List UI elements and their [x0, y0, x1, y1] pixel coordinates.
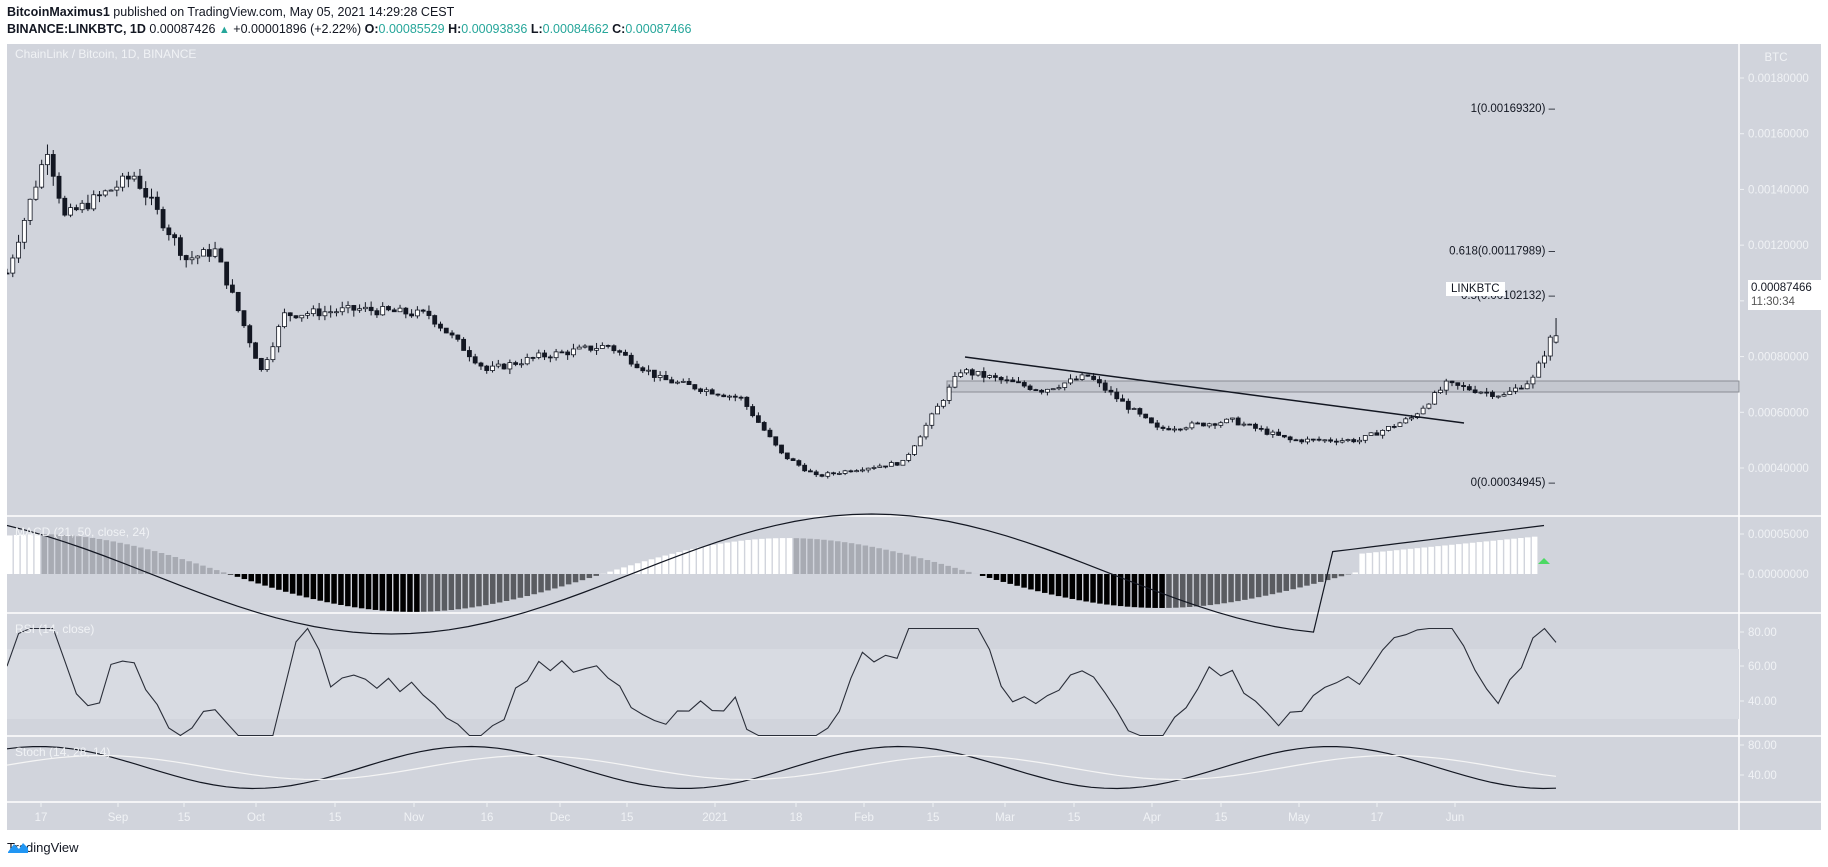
- candlestick-series: [7, 144, 1559, 479]
- svg-text:Nov: Nov: [404, 812, 425, 824]
- chart-canvas[interactable]: ChainLink / Bitcoin, 1D, BINANCE MACD (2…: [7, 44, 1821, 830]
- chart-title: ChainLink / Bitcoin, 1D, BINANCE: [15, 47, 196, 61]
- last-price-value: 0.00087466: [1751, 282, 1812, 294]
- svg-text:2021: 2021: [702, 812, 728, 824]
- svg-text:40.00: 40.00: [1748, 770, 1777, 782]
- author-name: BitcoinMaximus1: [7, 5, 110, 19]
- svg-text:0(0.00034945) –: 0(0.00034945) –: [1471, 477, 1556, 489]
- time-axis[interactable]: 17 Sep 15 Oct 15 Nov 16 Dec 15 2021 18 Feb 15 Mar 15 Ap…: [35, 802, 1465, 824]
- resistance-zone[interactable]: [946, 380, 1740, 393]
- rsi-band: [7, 649, 1739, 719]
- stoch-d-line: [7, 754, 1557, 781]
- svg-text:0.00120000: 0.00120000: [1748, 240, 1809, 252]
- svg-text:May: May: [1288, 812, 1310, 824]
- svg-text:Feb: Feb: [854, 812, 874, 824]
- fib-levels[interactable]: 1(0.00169320) –0.618(0.00117989) –0.5(0.…: [1449, 103, 1556, 489]
- high-label: H:: [448, 22, 462, 36]
- tradingview-logo[interactable]: TradingView: [7, 840, 79, 855]
- descending-trendline[interactable]: [964, 356, 1465, 424]
- last-price-tag: 0.00087466 11:30:34: [1748, 280, 1824, 310]
- stoch-title: Stoch (14, 28, 14): [15, 745, 110, 759]
- svg-text:0.00180000: 0.00180000: [1748, 73, 1809, 85]
- svg-text:17: 17: [1371, 812, 1384, 824]
- symbol-line: BINANCE:LINKBTC, 1D: [7, 22, 146, 36]
- svg-text:Mar: Mar: [995, 812, 1015, 824]
- close-value: 0.00087466: [625, 22, 692, 36]
- svg-text:0.00005000: 0.00005000: [1748, 529, 1809, 541]
- currency-label: BTC: [1765, 52, 1788, 64]
- svg-text:0.00000000: 0.00000000: [1748, 569, 1809, 581]
- ohlc-line: BINANCE:LINKBTC, 1D 0.00087426 ▲ +0.0000…: [7, 22, 691, 36]
- svg-text:0.00160000: 0.00160000: [1748, 129, 1809, 141]
- svg-text:40.00: 40.00: [1748, 696, 1777, 708]
- svg-text:1(0.00169320) –: 1(0.00169320) –: [1471, 103, 1556, 115]
- svg-text:0.00080000: 0.00080000: [1748, 352, 1809, 364]
- svg-text:18: 18: [790, 812, 803, 824]
- macd-title: MACD (21, 50, close, 24): [15, 525, 150, 539]
- svg-text:80.00: 80.00: [1748, 740, 1777, 752]
- svg-text:15: 15: [1215, 812, 1228, 824]
- svg-text:0.618(0.00117989) –: 0.618(0.00117989) –: [1449, 246, 1556, 258]
- rsi-signal-triangle-icon: [1538, 558, 1550, 564]
- price-axis[interactable]: 0.00180000 0.00160000 0.00140000 0.00120000…: [1739, 73, 1809, 475]
- published-text: published on TradingView.com, May 05, 20…: [113, 5, 455, 19]
- macd-line: [7, 513, 1545, 635]
- svg-text:15: 15: [621, 812, 634, 824]
- svg-text:16: 16: [481, 812, 494, 824]
- publish-info: BitcoinMaximus1 published on TradingView…: [7, 5, 454, 19]
- price-change: +0.00001896 (+2.22%): [233, 22, 362, 36]
- open-value: 0.00085529: [378, 22, 445, 36]
- svg-text:80.00: 80.00: [1748, 627, 1777, 639]
- svg-text:0.00040000: 0.00040000: [1748, 463, 1809, 475]
- symbol-tag: LINKBTC: [1446, 282, 1505, 296]
- open-label: O:: [364, 22, 379, 36]
- svg-text:15: 15: [927, 812, 940, 824]
- svg-text:Jun: Jun: [1446, 812, 1465, 824]
- macd-histogram: [7, 534, 1538, 612]
- svg-text:15: 15: [1068, 812, 1081, 824]
- svg-text:Oct: Oct: [247, 812, 266, 824]
- tradingview-logo-icon: [8, 843, 28, 853]
- rsi-title: RSI (14, close): [15, 622, 94, 636]
- svg-text:Apr: Apr: [1143, 812, 1161, 824]
- svg-text:0.00060000: 0.00060000: [1748, 407, 1809, 419]
- svg-text:60.00: 60.00: [1748, 661, 1777, 673]
- stoch-k-line: [7, 745, 1557, 790]
- last-price: 0.00087426: [149, 22, 216, 36]
- svg-text:17: 17: [35, 812, 48, 824]
- low-value: 0.00084662: [542, 22, 609, 36]
- svg-text:15: 15: [329, 812, 342, 824]
- close-label: C:: [612, 22, 626, 36]
- svg-text:Sep: Sep: [108, 812, 128, 824]
- high-value: 0.00093836: [461, 22, 528, 36]
- rsi-line: [7, 627, 1557, 737]
- svg-text:15: 15: [178, 812, 191, 824]
- bar-countdown: 11:30:34: [1751, 296, 1795, 308]
- svg-text:Dec: Dec: [550, 812, 571, 824]
- low-label: L:: [530, 22, 543, 36]
- up-arrow-icon: ▲: [218, 24, 230, 36]
- indicator-axes: 0.00005000 0.00000000 80.00 60.00 40.00 80.00…: [1739, 529, 1809, 782]
- svg-text:0.00140000: 0.00140000: [1748, 184, 1809, 196]
- chart-container[interactable]: ChainLink / Bitcoin, 1D, BINANCE MACD (2…: [7, 44, 1824, 830]
